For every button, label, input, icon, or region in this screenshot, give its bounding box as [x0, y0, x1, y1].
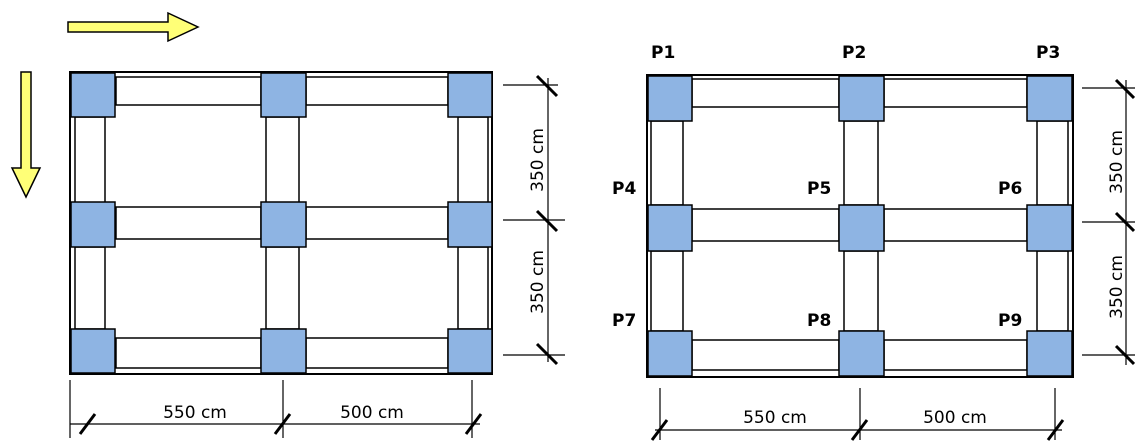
pillar-label-p4: P4: [612, 179, 636, 199]
pillar-label-p9: P9: [998, 311, 1022, 331]
column-p5: [838, 204, 885, 252]
left-dim-y1: 350 cm: [528, 128, 548, 192]
column-p7: [647, 330, 693, 377]
pillar-label-p1: P1: [651, 43, 675, 63]
left-dim-x2: 500 cm: [340, 403, 404, 423]
left-dim-x1: 550 cm: [163, 403, 227, 423]
right-dim-y1: 350 cm: [1107, 130, 1127, 194]
column: [260, 72, 307, 118]
pillar-label-p5: P5: [807, 179, 831, 199]
left-right-dimension: [503, 74, 565, 366]
pillar-label-p3: P3: [1036, 43, 1060, 63]
column-p9: [1026, 330, 1073, 377]
left-columns: [70, 72, 493, 374]
right-frame: [646, 74, 1074, 378]
column: [260, 328, 307, 374]
pillar-label-p2: P2: [842, 43, 866, 63]
column: [70, 328, 116, 374]
column: [70, 201, 116, 248]
right-dim-y2: 350 cm: [1107, 255, 1127, 319]
horizontal-arrow: [67, 11, 200, 43]
right-columns: [647, 75, 1073, 377]
left-dim-y2: 350 cm: [528, 250, 548, 314]
column: [447, 201, 493, 248]
column: [70, 72, 116, 118]
column-p1: [647, 75, 693, 122]
vertical-arrow: [10, 71, 42, 199]
column: [447, 328, 493, 374]
right-dim-x2: 500 cm: [923, 408, 987, 428]
pillar-label-p8: P8: [807, 311, 831, 331]
left-plan: 550 cm 500 cm 350 cm 350 cm: [10, 11, 565, 438]
left-bottom-dimension: [69, 380, 483, 438]
column-p4: [647, 204, 693, 252]
column-p6: [1026, 204, 1073, 252]
column-p2: [838, 75, 885, 122]
right-right-dimension: [1082, 78, 1135, 366]
right-dim-x1: 550 cm: [743, 408, 807, 428]
column-p8: [838, 330, 885, 377]
right-plan: P1 P2 P3 P4 P5 P6 P7 P8 P9 550 cm 500 cm: [612, 43, 1135, 441]
pillar-label-p6: P6: [998, 179, 1022, 199]
column-p3: [1026, 75, 1073, 122]
right-bottom-dimension: [650, 388, 1065, 441]
column: [447, 72, 493, 118]
pillar-label-p7: P7: [612, 311, 636, 331]
column: [260, 201, 307, 248]
